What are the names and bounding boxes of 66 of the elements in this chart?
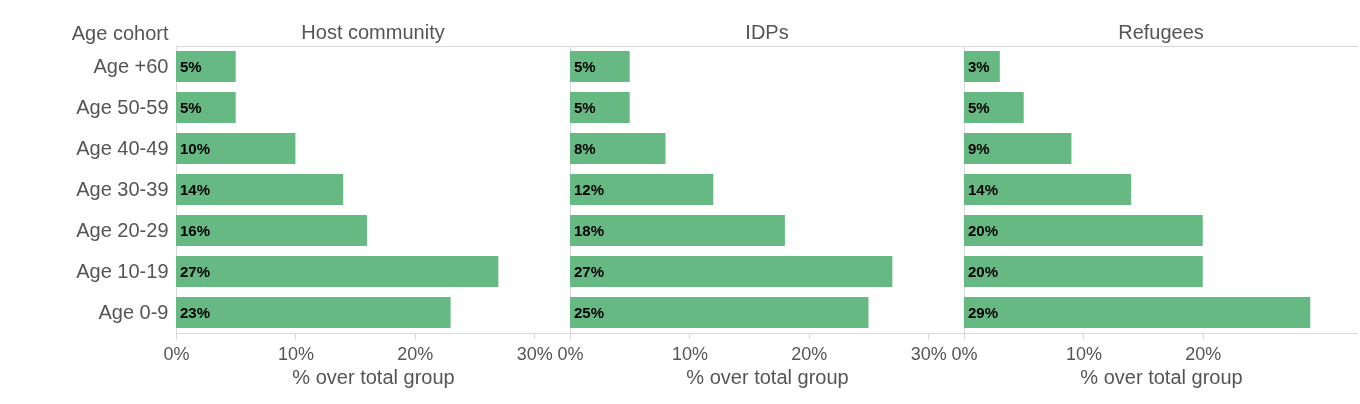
bar (570, 214, 785, 247)
data-label: 23% (180, 303, 211, 321)
x-tick-label: 0% (557, 343, 584, 364)
bar (570, 50, 630, 83)
bar (176, 173, 344, 206)
data-label: 14% (968, 180, 999, 198)
x-axis-title: % over total group (686, 365, 849, 388)
x-tick-label: 20% (397, 343, 434, 364)
data-label: 10% (180, 139, 211, 157)
bar (176, 50, 236, 83)
x-tick-label: 20% (1185, 343, 1222, 364)
y-axis-title: Age cohort (71, 21, 169, 44)
bar (964, 173, 1132, 206)
x-tick-label: 30% (516, 343, 553, 364)
data-label: 27% (574, 262, 605, 280)
data-label: 9% (968, 139, 990, 157)
bar (176, 214, 368, 247)
chart-title: Refugees (1118, 21, 1204, 43)
data-label: 14% (180, 180, 211, 198)
bar (176, 132, 296, 165)
y-tick-label: Age +60 (93, 54, 169, 77)
y-tick-label: Age 30-39 (76, 177, 169, 200)
data-label: 3% (968, 57, 990, 75)
chart-title: Host community (301, 21, 445, 43)
data-label: 20% (968, 221, 999, 239)
data-label: 5% (574, 98, 596, 116)
x-tick-label: 30% (910, 343, 947, 364)
bar (176, 91, 236, 124)
data-label: 12% (574, 180, 605, 198)
data-label: 25% (574, 303, 605, 321)
data-label: 18% (574, 221, 605, 239)
data-label: 5% (574, 57, 596, 75)
data-label: 20% (968, 262, 999, 280)
data-label: 8% (574, 139, 596, 157)
bar (964, 296, 1311, 329)
y-tick-label: Age 0-9 (98, 300, 169, 323)
y-tick-label: Age 40-49 (76, 136, 169, 159)
bar (570, 296, 869, 329)
bar (964, 132, 1072, 165)
y-tick-label: Age 50-59 (76, 95, 169, 118)
x-tick-label: 0% (163, 343, 190, 364)
bar (570, 255, 893, 288)
x-tick-label: 20% (791, 343, 828, 364)
bar (964, 91, 1024, 124)
x-tick-label: 10% (1065, 343, 1102, 364)
x-tick-label: 0% (951, 343, 978, 364)
bar (176, 296, 451, 329)
x-axis-title: % over total group (292, 365, 455, 388)
x-tick-label: 10% (277, 343, 314, 364)
y-tick-label: Age 10-19 (76, 259, 169, 282)
data-label: 5% (180, 98, 202, 116)
y-tick-label: Age 20-29 (76, 218, 169, 241)
bar (964, 214, 1203, 247)
bar (570, 173, 714, 206)
data-label: 16% (180, 221, 211, 239)
data-label: 29% (968, 303, 999, 321)
chart-title: IDPs (745, 21, 789, 43)
x-axis-title: % over total group (1080, 365, 1243, 388)
bar (570, 132, 666, 165)
data-label: 5% (180, 57, 202, 75)
data-label: 5% (968, 98, 990, 116)
x-tick-label: 10% (671, 343, 708, 364)
data-label: 27% (180, 262, 211, 280)
bar (964, 255, 1203, 288)
bar (570, 91, 630, 124)
bar (176, 255, 499, 288)
